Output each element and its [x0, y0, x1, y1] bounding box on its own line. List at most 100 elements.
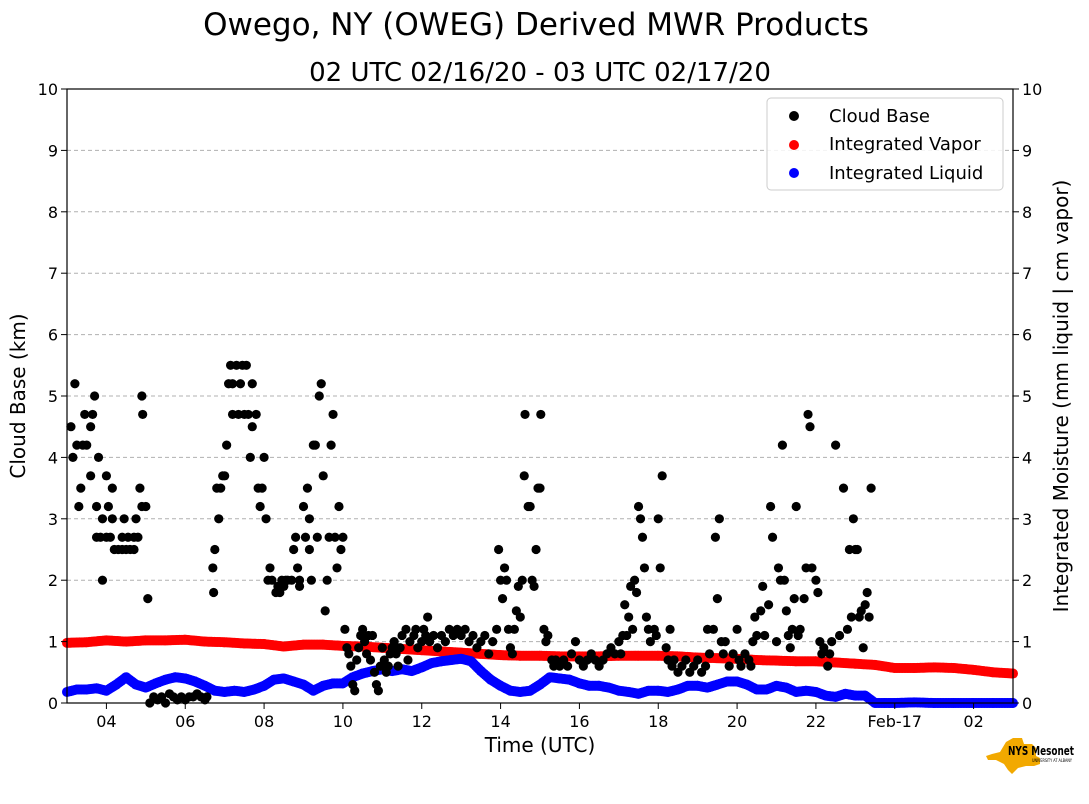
- cloud-base-point: [760, 630, 770, 641]
- cloud-base-point: [714, 514, 724, 524]
- nys-mesonet-logo: NYS Mesonet UNIVERSITY AT ALBANY: [986, 738, 1074, 774]
- cloud-base-point: [247, 422, 257, 432]
- cloud-base-point: [103, 501, 113, 512]
- cloud-base-point: [227, 379, 238, 389]
- cloud-base-point: [728, 649, 738, 659]
- x-tick-label: 12: [412, 712, 432, 731]
- cloud-base-point: [306, 575, 316, 585]
- cloud-base-point: [423, 612, 433, 622]
- cloud-base-point: [247, 379, 257, 389]
- cloud-base-point: [220, 471, 230, 481]
- cloud-base-point: [860, 600, 870, 610]
- cloud-base-point: [70, 379, 80, 389]
- cloud-base-point: [535, 483, 545, 493]
- cloud-base-point: [97, 514, 108, 524]
- cloud-base-point: [340, 624, 350, 634]
- cloud-base-point: [292, 563, 303, 573]
- cloud-base-point: [764, 600, 774, 610]
- cloud-base-point: [287, 575, 297, 585]
- cloud-base-point: [570, 637, 581, 647]
- x-tick-label: 06: [175, 712, 195, 731]
- cloud-base-point: [332, 563, 342, 573]
- cloud-base-point: [712, 594, 722, 604]
- cloud-base-point: [291, 532, 301, 542]
- cloud-base-point: [74, 501, 84, 512]
- cloud-base-point: [428, 630, 439, 641]
- cloud-base-point: [261, 514, 271, 524]
- cloud-base-point: [328, 409, 338, 420]
- cloud-base-point: [395, 643, 405, 653]
- x-tick-label: 20: [727, 712, 747, 731]
- x-tick-label: 08: [254, 712, 274, 731]
- legend: Cloud Base Integrated Vapor Integrated L…: [766, 97, 1004, 191]
- cloud-base-point: [787, 624, 797, 634]
- cloud-base-point: [107, 483, 117, 493]
- cloud-base-point: [468, 630, 478, 641]
- cloud-base-point: [756, 606, 766, 616]
- cloud-base-point: [298, 501, 309, 512]
- y-tick-label-right: 1: [1022, 633, 1032, 652]
- cloud-base-point: [848, 514, 858, 524]
- cloud-base-point: [265, 563, 275, 573]
- cloud-base-point: [862, 587, 872, 598]
- chart-subtitle: 02 UTC 02/16/20 - 03 UTC 02/17/20: [309, 58, 771, 88]
- x-tick-label: 22: [806, 712, 826, 731]
- cloud-base-point: [316, 379, 326, 389]
- cloud-base-point: [320, 606, 330, 616]
- cloud-base-point: [135, 483, 145, 493]
- cloud-base-point: [365, 655, 376, 665]
- cloud-base-point: [633, 501, 644, 512]
- cloud-base-point: [86, 471, 96, 481]
- cloud-base-point: [141, 501, 151, 512]
- y-tick-label-left: 3: [48, 510, 58, 529]
- cloud-base-point: [243, 409, 253, 420]
- cloud-base-point: [131, 514, 141, 524]
- cloud-base-point: [310, 440, 320, 450]
- y-tick-label-left: 2: [48, 571, 58, 590]
- cloud-base-point: [746, 661, 756, 671]
- cloud-base-point: [97, 575, 108, 585]
- cloud-base-point: [326, 440, 336, 450]
- cloud-base-point: [507, 649, 518, 659]
- y-tick-label-left: 6: [48, 326, 58, 345]
- cloud-base-point: [866, 483, 876, 493]
- cloud-base-point: [322, 575, 332, 585]
- cloud-base-point: [403, 655, 413, 665]
- cloud-base-point: [494, 544, 504, 555]
- cloud-base-point: [76, 483, 86, 493]
- cloud-base-point: [202, 692, 212, 702]
- cloud-base-point: [241, 360, 251, 370]
- y-tick-label-right: 7: [1022, 264, 1032, 283]
- cloud-base-point: [497, 594, 508, 604]
- cloud-base-point: [216, 483, 226, 493]
- cloud-base-point: [750, 612, 760, 622]
- cloud-base-point: [209, 587, 219, 598]
- cloud-base-point: [344, 649, 354, 659]
- cloud-base-point: [846, 612, 856, 622]
- cloud-base-point: [107, 514, 117, 524]
- y-axis-label-right: Integrated Moisture (mm liquid | cm vapo…: [1049, 180, 1073, 613]
- cloud-base-point: [529, 581, 539, 591]
- cloud-base-point: [393, 661, 403, 671]
- cloud-base-point: [515, 612, 525, 622]
- cloud-base-point: [91, 501, 102, 512]
- cloud-base-point: [637, 532, 648, 542]
- legend-marker-integrated-liquid: [789, 168, 799, 178]
- y-tick-label-right: 4: [1022, 448, 1032, 467]
- cloud-base-point: [767, 532, 778, 542]
- cloud-base-point: [68, 452, 78, 462]
- y-tick-label-left: 9: [48, 141, 58, 160]
- cloud-base-point: [566, 649, 577, 659]
- cloud-base-point: [432, 643, 443, 653]
- cloud-base-point: [214, 514, 224, 524]
- x-tick-label: 16: [569, 712, 589, 731]
- legend-label-cloud-base: Cloud Base: [829, 106, 930, 127]
- cloud-base-point: [334, 501, 344, 512]
- cloud-base-point: [819, 643, 829, 653]
- cloud-base-point: [86, 422, 96, 432]
- x-tick-label: 14: [490, 712, 510, 731]
- legend-marker-cloud-base: [789, 111, 799, 121]
- cloud-base-point: [259, 452, 269, 462]
- cloud-base-point: [101, 471, 112, 481]
- logo-subtext: UNIVERSITY AT ALBANY: [1032, 758, 1072, 763]
